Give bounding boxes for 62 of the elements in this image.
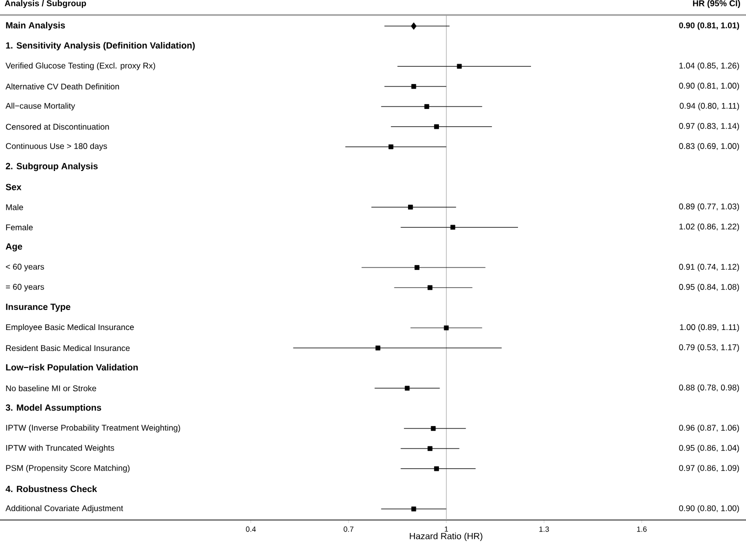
y-tick-label: 4. Robustness Check bbox=[6, 486, 98, 492]
point bbox=[424, 104, 430, 109]
point bbox=[404, 386, 410, 391]
y-tick-label: Insurance Type bbox=[6, 304, 70, 312]
y-tick-label: Alternative CV Death Definition bbox=[6, 83, 119, 90]
point bbox=[444, 325, 449, 330]
text: 0.97 (0.86, 1.09) bbox=[679, 464, 739, 473]
y-tick-label: No baseline MI or Stroke bbox=[6, 385, 96, 392]
y-tick-label: Verified Glucose Testing (Excl. proxy Rx) bbox=[6, 62, 156, 70]
text: 0.89 (0.77, 1.03) bbox=[679, 203, 739, 212]
y-tick-label: 2. Subgroup Analysis bbox=[6, 162, 98, 172]
y-tick-label: Continuous Use > 180 days bbox=[6, 142, 108, 151]
point bbox=[410, 22, 417, 30]
point bbox=[456, 64, 462, 69]
text: 0.91 (0.74, 1.12) bbox=[679, 264, 739, 272]
text: HR (95% CI) bbox=[693, 0, 740, 8]
point bbox=[411, 84, 416, 89]
point bbox=[414, 265, 420, 270]
text: 0.79 (0.53, 1.17) bbox=[679, 344, 739, 352]
text: 0.88 (0.78, 0.98) bbox=[679, 384, 739, 392]
text: 1.00 (0.89, 1.11) bbox=[680, 324, 739, 332]
point bbox=[428, 446, 432, 451]
y-axis-title: Analysis / Subgroup bbox=[4, 0, 86, 8]
text: 0.90 (0.81, 1.01) bbox=[679, 22, 740, 30]
point bbox=[388, 144, 394, 150]
y-tick-label: PSM (Propensity Score Matching) bbox=[6, 464, 130, 473]
point bbox=[375, 346, 380, 350]
text: 0.90 (0.81, 1.00) bbox=[679, 82, 739, 90]
y-tick-label: 3. Model Assumptions bbox=[6, 404, 102, 413]
x-axis-title: Hazard Ratio (HR) bbox=[410, 532, 482, 542]
point bbox=[434, 466, 439, 472]
y-tick-label: IPTW with Truncated Weights bbox=[6, 444, 114, 452]
point bbox=[434, 124, 439, 130]
y-tick-label: Main Analysis bbox=[6, 22, 65, 30]
point bbox=[408, 204, 413, 210]
text: 0.83 (0.69, 1.00) bbox=[679, 142, 739, 151]
y-tick-label: All−cause Mortality bbox=[6, 102, 76, 110]
y-tick-label: = 60 years bbox=[6, 284, 44, 292]
y-tick-label: Additional Covariate Adjustment bbox=[6, 505, 124, 513]
y-tick-label: Resident Basic Medical Insurance bbox=[6, 344, 130, 352]
y-tick-label: Female bbox=[6, 224, 33, 230]
y-tick-label: Employee Basic Medical Insurance bbox=[6, 324, 134, 332]
text: 0.95 (0.86, 1.04) bbox=[679, 444, 739, 452]
text: 1.04 (0.85, 1.26) bbox=[679, 62, 739, 70]
text: 0.96 (0.87, 1.06) bbox=[679, 424, 739, 432]
point bbox=[411, 506, 416, 512]
point bbox=[450, 224, 456, 230]
point bbox=[430, 426, 436, 431]
point bbox=[428, 285, 432, 290]
y-tick-label: Male bbox=[6, 204, 24, 210]
y-tick-label: IPTW (Inverse Probability Treatment Weighting) bbox=[6, 424, 180, 432]
y-tick-label: Sex bbox=[6, 184, 22, 190]
text: 0.97 (0.83, 1.14) bbox=[679, 122, 739, 131]
y-tick-label: < 60 years bbox=[6, 264, 44, 272]
text: 0.95 (0.84, 1.08) bbox=[679, 284, 739, 292]
text: 1.02 (0.86, 1.22) bbox=[679, 223, 739, 232]
y-tick-label: Age bbox=[6, 243, 22, 252]
text: 0.94 (0.80, 1.11) bbox=[680, 102, 739, 110]
y-tick-label: Censored at Discontinuation bbox=[6, 124, 109, 130]
y-tick-label: 1. Sensitivity Analysis (Definition Validation) bbox=[6, 42, 195, 50]
y-tick-label: Low−risk Population Validation bbox=[6, 364, 138, 372]
text: 0.90 (0.80, 1.00) bbox=[679, 505, 739, 513]
